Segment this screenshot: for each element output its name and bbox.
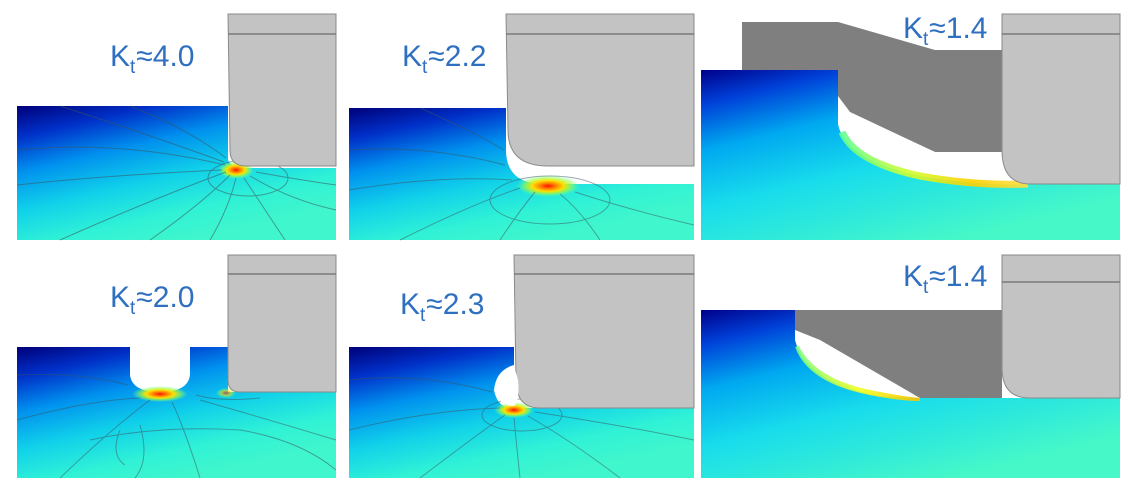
gap-white [797,342,920,398]
tool-body [513,254,695,409]
gap-white [840,114,1030,180]
stress-field [701,310,1120,478]
edge-stress-band [838,130,1029,188]
kt-label-panel-1: Kt≈4.0 [110,40,195,78]
tool-body [1001,254,1121,399]
panel-5 [348,254,695,479]
edge-stress-band [795,344,921,401]
gap-white [496,366,519,406]
tool-sloped-dark [742,22,1002,152]
panel-3 [701,13,1121,240]
hot-spot [216,388,236,398]
kt-label-panel-6: Kt≈1.4 [903,260,988,298]
kt-label-panel-3: Kt≈1.4 [903,12,988,50]
contour-lines [348,377,695,479]
kt-label-panel-2: Kt≈2.2 [402,40,487,78]
tool-body [227,13,337,167]
panel-2 [348,13,695,241]
tool-body [227,254,337,393]
tool-body [505,13,695,167]
kt-label-panel-4: Kt≈2.0 [110,281,195,319]
kt-label-panel-5: Kt≈2.3 [400,288,485,326]
hot-spot [494,402,534,418]
tool-body [1001,13,1121,185]
stress-field [17,106,336,240]
panel-1 [16,13,337,241]
hot-spot [516,175,580,197]
contour-lines [16,373,337,479]
stress-field [701,70,1120,240]
panel-4 [16,254,337,479]
hot-spot [132,386,188,402]
panel-6 [701,254,1121,478]
contour-lines [348,107,695,241]
tool-sloped-dark [795,310,1002,398]
